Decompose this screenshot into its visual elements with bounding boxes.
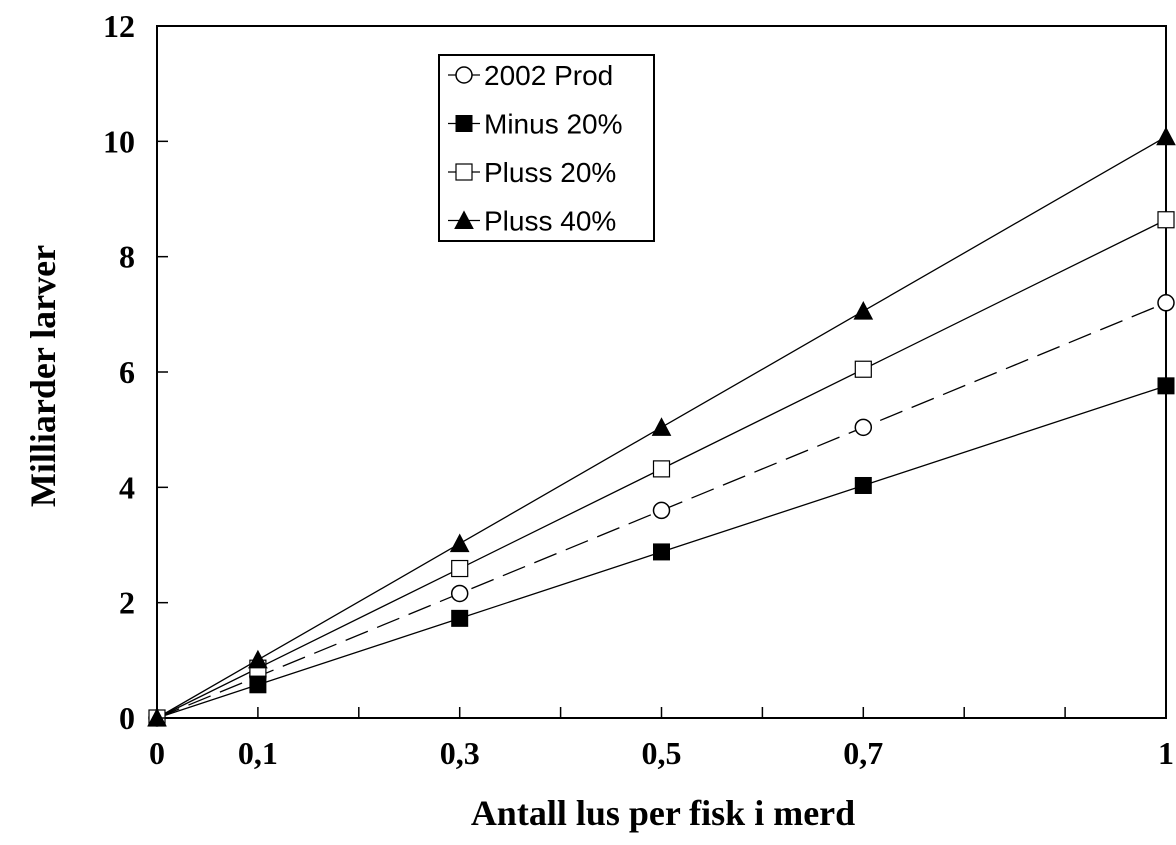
x-tick-label: 0 [149,735,165,771]
data-point [451,559,469,578]
legend-marker [455,163,473,181]
x-tick-label: 0,1 [238,735,278,771]
data-point [652,460,671,478]
series-line-1 [156,385,1167,719]
data-point [653,543,670,561]
y-tick-label: 0 [119,700,135,736]
data-point [1157,211,1175,229]
legend-label: Pluss 40% [484,206,616,237]
data-point [854,418,873,437]
legend-label: Minus 20% [484,109,623,140]
data-point [652,501,671,520]
x-tick-label: 0,3 [440,735,480,771]
x-tick-label: 0,5 [642,735,682,771]
x-tick-label: 0,7 [843,735,883,771]
data-point [651,417,672,436]
x-axis-title: Antall lus per fisk i merd [471,793,855,833]
data-point [853,301,874,320]
series-line-3 [156,136,1167,719]
legend-box [438,54,655,242]
legend-label: 2002 Prod [484,60,613,91]
plot-area [156,25,1167,719]
y-axis-title: Milliarder larver [23,245,63,507]
y-tick-label: 2 [119,585,135,621]
data-point [1157,294,1175,312]
plot-frame [156,25,1167,719]
x-tick-label: 1 [1158,735,1174,771]
y-tick-label: 8 [119,239,135,275]
data-point [449,533,470,553]
legend-label: Pluss 20% [484,157,616,188]
legend-marker [454,210,474,229]
y-tick-label: 6 [119,354,135,390]
data-point [1157,377,1175,395]
data-point [248,649,268,669]
data-point [854,360,872,378]
data-point [451,609,469,627]
series-line-0 [156,302,1167,719]
data-point [450,584,469,603]
data-point [854,476,872,494]
series-group [147,126,1176,727]
y-tick-label: 4 [119,469,135,505]
series-line-2 [156,219,1167,719]
legend: 2002 Prod Minus 20% Pluss 20% Pluss 40% [438,54,655,242]
legend-marker [455,66,473,84]
data-point [249,676,267,694]
data-point [1156,126,1176,146]
legend-marker [455,115,473,132]
y-tick-label: 12 [103,8,135,44]
y-tick-label: 10 [103,123,135,159]
